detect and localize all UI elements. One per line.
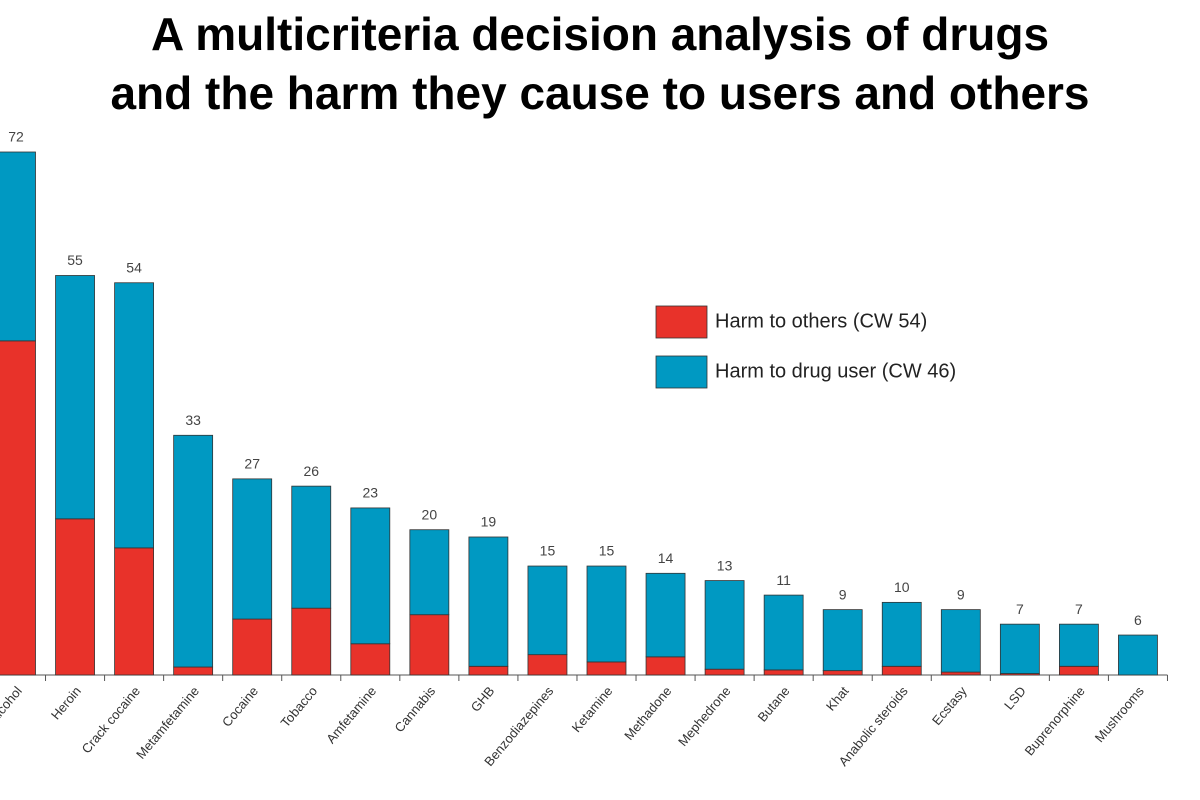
bar-segment bbox=[55, 518, 95, 676]
bar-segment bbox=[586, 565, 627, 663]
x-tick-label: Mushrooms bbox=[1092, 683, 1147, 745]
total-label: 9 bbox=[957, 586, 965, 602]
total-label: 7 bbox=[1075, 601, 1083, 617]
bar-segment bbox=[645, 656, 686, 676]
x-tick-label: Crack cocaine bbox=[79, 683, 143, 756]
x-tick-label: Cannabis bbox=[391, 683, 438, 735]
bar-segment bbox=[940, 671, 981, 676]
x-tick-label: Metamfetamine bbox=[133, 683, 202, 761]
bar-segment bbox=[704, 668, 745, 676]
total-label: 15 bbox=[599, 543, 615, 559]
total-label: 26 bbox=[303, 463, 319, 479]
bar-segment bbox=[586, 661, 627, 676]
bar-segment bbox=[350, 643, 391, 676]
total-label: 19 bbox=[481, 514, 497, 530]
total-label: 72 bbox=[8, 129, 24, 145]
bar-segment bbox=[1059, 623, 1099, 667]
bar-segment bbox=[409, 614, 450, 676]
x-tick-label: Alcohol bbox=[0, 683, 25, 725]
bar-segment bbox=[0, 151, 36, 342]
bar-segment bbox=[527, 654, 568, 676]
bar-segment bbox=[822, 609, 863, 672]
total-label: 6 bbox=[1134, 612, 1142, 628]
bar-segment bbox=[114, 547, 154, 676]
total-label: 14 bbox=[658, 550, 674, 566]
x-tick-label: Ecstasy bbox=[929, 683, 970, 728]
x-tick-label: Khat bbox=[823, 683, 852, 713]
total-label: 55 bbox=[67, 252, 83, 268]
bar-segment bbox=[409, 529, 450, 616]
bar-segment bbox=[881, 601, 922, 667]
chart-title: A multicriteria decision analysis of dru… bbox=[151, 8, 1049, 60]
bar-segment bbox=[291, 485, 332, 609]
chart-title: and the harm they cause to users and oth… bbox=[110, 67, 1089, 119]
bar-segment bbox=[114, 282, 154, 549]
bar-segment bbox=[999, 623, 1040, 674]
x-tick-label: Heroin bbox=[48, 683, 84, 722]
total-label: 54 bbox=[126, 259, 142, 275]
legend-label: Harm to drug user (CW 46) bbox=[715, 360, 956, 382]
x-tick-label: Ketamine bbox=[569, 683, 616, 735]
x-tick-label: Tobacco bbox=[278, 683, 321, 730]
total-label: 33 bbox=[185, 412, 201, 428]
bar-segment bbox=[763, 669, 804, 676]
total-label: 7 bbox=[1016, 601, 1024, 617]
total-label: 23 bbox=[363, 485, 379, 501]
x-tick-label: Mephedrone bbox=[675, 683, 733, 749]
legend-swatch bbox=[655, 355, 708, 389]
total-label: 9 bbox=[839, 586, 847, 602]
bar-segment bbox=[468, 665, 509, 676]
legend-swatch bbox=[655, 305, 708, 339]
bar-segment bbox=[1059, 665, 1099, 676]
bar-segment bbox=[232, 618, 273, 676]
bar-segment bbox=[763, 594, 804, 671]
total-label: 13 bbox=[717, 557, 733, 573]
total-label: 15 bbox=[540, 543, 556, 559]
x-tick-label: GHB bbox=[468, 683, 498, 714]
bar-segment bbox=[232, 478, 273, 620]
bar-segment bbox=[0, 340, 36, 676]
bar-segment bbox=[527, 565, 568, 656]
legend-label: Harm to others (CW 54) bbox=[715, 310, 927, 332]
x-tick-label: Amfetamine bbox=[323, 683, 379, 746]
bar-segment bbox=[173, 666, 214, 676]
bar-segment bbox=[940, 609, 981, 673]
bar-segment bbox=[468, 536, 509, 667]
x-tick-label: Butane bbox=[755, 683, 793, 724]
bar-segment bbox=[1118, 634, 1158, 676]
x-tick-label: Cocaine bbox=[219, 683, 261, 729]
bar-segment bbox=[881, 665, 922, 676]
total-label: 27 bbox=[244, 456, 260, 472]
bar-segment bbox=[350, 507, 391, 645]
x-tick-label: LSD bbox=[1001, 683, 1029, 712]
bar-segment bbox=[291, 607, 332, 676]
total-label: 20 bbox=[422, 506, 438, 522]
bar-segment bbox=[645, 572, 686, 658]
x-tick-label: Buprenorphine bbox=[1022, 683, 1088, 758]
total-label: 11 bbox=[776, 572, 791, 588]
bar-segment bbox=[173, 434, 214, 668]
bar-segment bbox=[704, 580, 745, 670]
bar-segment bbox=[55, 275, 95, 520]
x-tick-label: Methadone bbox=[621, 683, 674, 742]
total-label: 10 bbox=[894, 579, 910, 595]
bar-segment bbox=[822, 670, 863, 676]
